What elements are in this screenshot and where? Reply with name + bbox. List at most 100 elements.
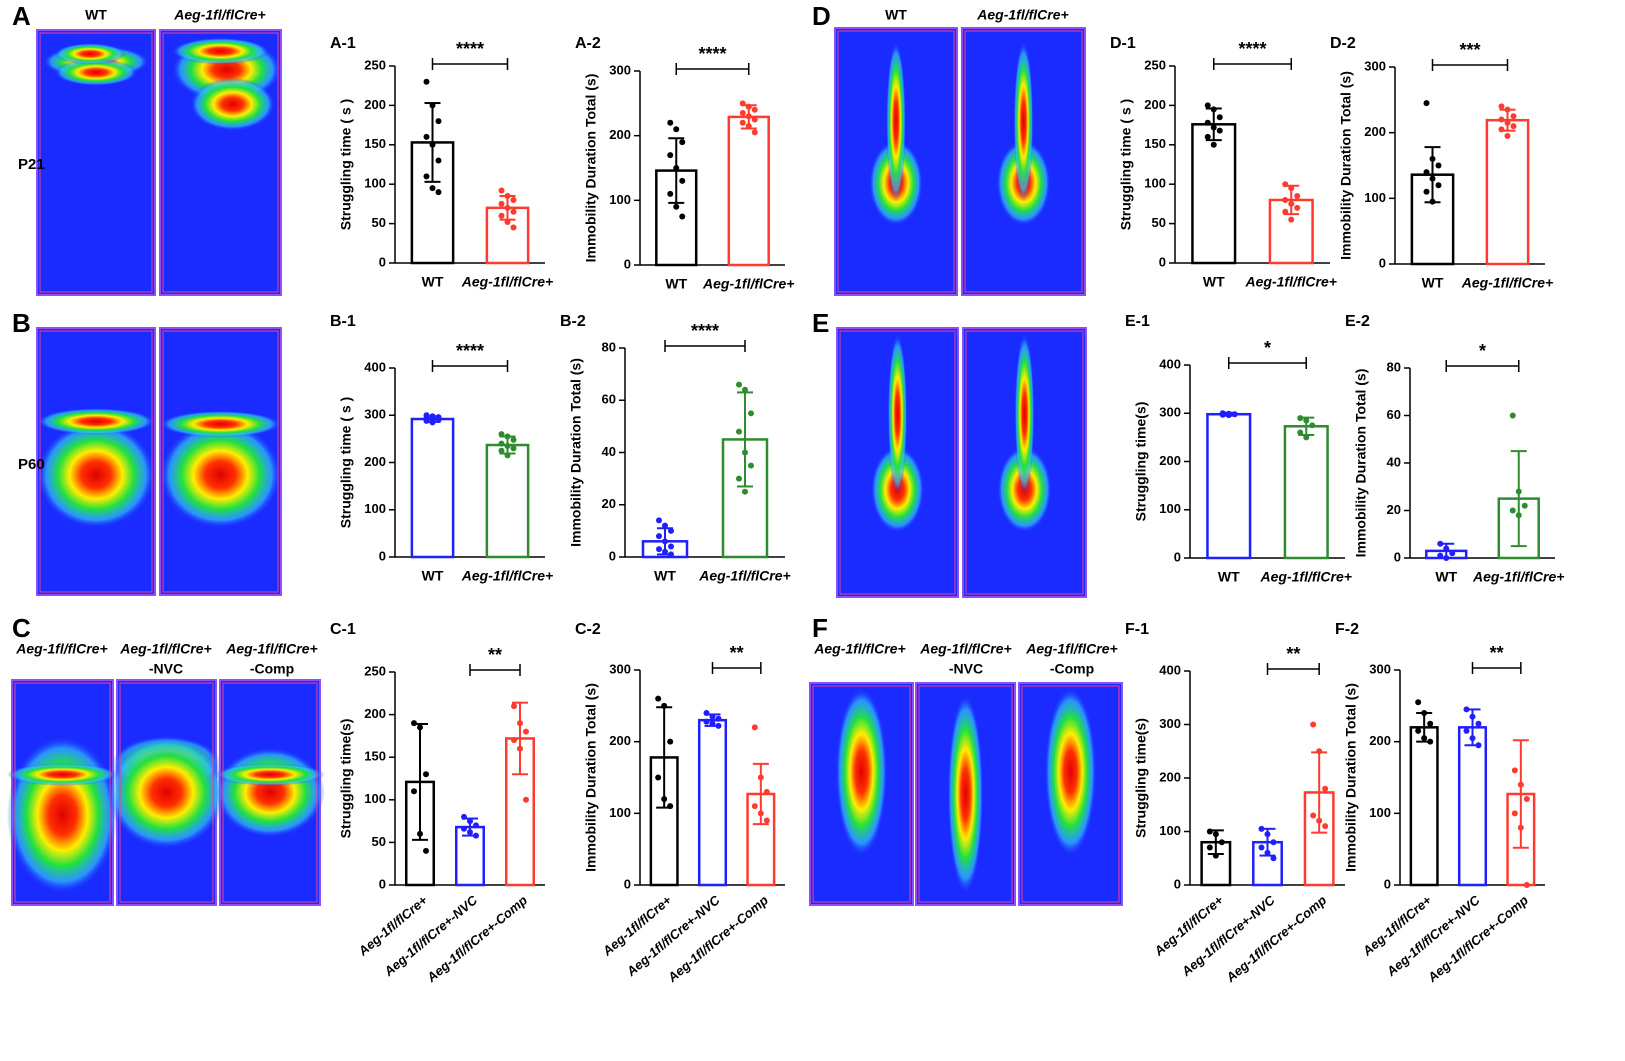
data-point <box>1427 720 1434 727</box>
heatmap-inner-border <box>222 682 318 903</box>
y-tick-label: 0 <box>1394 549 1401 564</box>
x-tick-label: Aeg-1fl/flCre+-NVC <box>1178 892 1278 980</box>
data-point <box>703 718 710 725</box>
chart-title: F-2 <box>1335 621 1359 638</box>
significance-label: * <box>1479 341 1486 361</box>
data-point <box>1435 162 1442 169</box>
y-tick-label: 200 <box>364 97 386 112</box>
image-header: Aeg-1fl/flCre+ <box>15 641 107 657</box>
data-point <box>1258 844 1265 851</box>
bar <box>455 825 485 887</box>
y-tick-label: 400 <box>364 359 386 374</box>
data-point <box>739 119 746 126</box>
data-point <box>1449 550 1456 557</box>
data-point <box>423 133 430 140</box>
data-point <box>748 462 754 469</box>
y-tick-label: 40 <box>602 444 616 459</box>
heat-blob <box>37 408 155 435</box>
data-point <box>467 829 473 836</box>
data-point <box>1521 502 1528 509</box>
data-point <box>1475 742 1482 749</box>
y-tick-label: 100 <box>1369 805 1391 820</box>
chart-title: A-2 <box>575 35 601 52</box>
x-tick-label: Aeg-1fl/flCre+-Comp <box>1222 892 1329 985</box>
data-point <box>1443 545 1450 552</box>
bar-chart: D-2 Immobility Duration Total (s) 0 100 200 3… <box>1330 35 1553 290</box>
y-tick-label: 20 <box>1387 502 1401 517</box>
y-tick-label: 150 <box>364 136 386 151</box>
data-point <box>1316 817 1323 824</box>
significance-label: **** <box>456 341 484 361</box>
data-point <box>461 813 467 820</box>
y-tick-label: 200 <box>1159 769 1181 784</box>
data-point <box>715 722 722 729</box>
heatmap-image <box>36 327 156 596</box>
image-header: WT <box>885 7 907 23</box>
data-point <box>504 204 511 211</box>
y-tick-label: 60 <box>602 392 616 407</box>
data-point <box>1212 831 1219 838</box>
heatmap-inner-border <box>39 32 153 293</box>
data-point <box>1515 488 1522 495</box>
data-point <box>1210 124 1217 131</box>
data-point <box>1421 710 1428 716</box>
heat-blob <box>160 410 281 438</box>
chart-title: F-1 <box>1125 621 1149 638</box>
y-tick-label: 50 <box>1152 215 1166 230</box>
x-tick-label: Aeg-1fl/flCre+ <box>1245 274 1337 290</box>
data-point <box>1204 102 1211 109</box>
data-point <box>1231 411 1238 418</box>
data-point <box>429 102 436 109</box>
chart-title: E-2 <box>1345 313 1370 330</box>
data-point <box>1310 812 1317 819</box>
bar <box>1457 726 1488 887</box>
y-tick-label: 150 <box>364 749 386 764</box>
heatmap-inner-border <box>162 32 279 293</box>
data-point <box>435 189 442 196</box>
data-point <box>1282 208 1289 215</box>
data-point <box>1310 721 1317 728</box>
heatmap-inner-border <box>162 330 279 593</box>
data-point <box>745 122 752 129</box>
data-point <box>745 113 752 120</box>
data-point <box>417 724 423 731</box>
data-point <box>1270 839 1277 846</box>
heatmap-image <box>962 327 1087 598</box>
data-point <box>1216 127 1223 134</box>
data-point <box>751 106 758 113</box>
data-point <box>1270 855 1277 862</box>
data-point <box>1288 200 1295 207</box>
image-header: WT <box>85 7 107 23</box>
heatmap-image <box>215 679 325 906</box>
data-point <box>429 185 436 192</box>
y-tick-label: 100 <box>609 805 631 820</box>
data-point <box>517 745 523 752</box>
bar <box>1485 118 1530 266</box>
data-point <box>1303 434 1310 441</box>
chart-title: D-1 <box>1110 35 1136 52</box>
y-tick-label: 300 <box>1369 661 1391 676</box>
data-point <box>667 152 674 159</box>
heatmap-image <box>159 29 282 296</box>
data-point <box>1210 106 1217 113</box>
y-tick-label: 100 <box>364 791 386 806</box>
y-tick-label: 100 <box>609 192 631 207</box>
significance-label: ** <box>1286 644 1300 664</box>
data-point <box>1504 132 1511 139</box>
y-axis-label: Struggling time ( s ) <box>338 99 354 230</box>
heat-blob <box>887 333 908 495</box>
data-point <box>1415 699 1422 706</box>
heat-blob <box>886 41 906 202</box>
data-point <box>1219 411 1226 418</box>
data-point <box>673 165 680 171</box>
bar <box>727 115 770 267</box>
heatmap-inner-border <box>839 330 956 595</box>
y-tick-label: 50 <box>372 834 386 849</box>
bar-chart: F-2 Immobility Duration Total (s) 0 100 200 3… <box>1335 621 1545 986</box>
x-tick-label: WT <box>654 568 676 584</box>
data-point <box>656 517 662 524</box>
heatmap-image <box>159 327 282 596</box>
significance-label: **** <box>691 321 719 341</box>
data-point <box>742 488 748 495</box>
data-point <box>748 410 754 417</box>
